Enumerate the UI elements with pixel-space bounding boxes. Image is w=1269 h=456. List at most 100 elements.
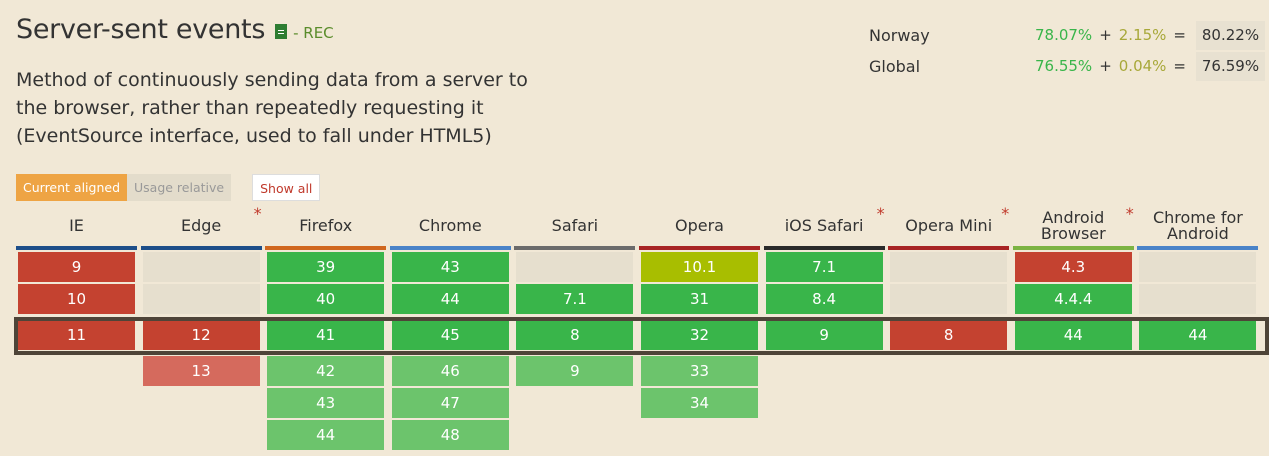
version-cell-past[interactable] [142,284,260,314]
feature-title[interactable]: Server-sent events [16,14,266,45]
browser-name: Android Browser * [1013,204,1134,244]
version-cell-past[interactable] [1139,252,1257,282]
usage-total: 76.59% [1196,51,1265,81]
browser-name: Edge * [141,204,262,244]
version-cell-past[interactable]: 10.1 [641,252,758,282]
equals-sign: = [1173,26,1186,44]
equals-sign: = [1173,57,1186,75]
usage-total: 80.22% [1196,20,1265,50]
version-cell-current[interactable]: 12 [142,320,260,350]
usage-values: 78.07% + 2.15% = 80.22% [1019,20,1265,50]
usage-relative-button[interactable]: Usage relative [127,174,232,201]
view-toggles: Current aligned Usage relative Show all [16,174,321,201]
show-all-button[interactable]: Show all [252,174,321,201]
plus-sign: + [1099,26,1112,44]
note-asterisk-icon[interactable]: * [1125,204,1134,223]
browser-color-bar [16,246,137,250]
browser-name: Opera Mini * [888,204,1010,244]
version-cell-past[interactable]: 7.1 [765,252,883,282]
usage-partial: 0.04% [1118,57,1167,75]
browser-column: Opera Mini * 8 [888,204,1010,448]
version-cell-future[interactable]: 46 [391,356,509,386]
version-cell-future[interactable]: 33 [641,356,758,386]
plus-sign: + [1099,57,1112,75]
usage-values: 76.55% + 0.04% = 76.59% [1019,51,1265,81]
current-aligned-button[interactable]: Current aligned [16,174,128,201]
version-cell-current[interactable]: 32 [641,320,758,350]
browser-name: Opera [639,208,760,244]
version-cell-past[interactable] [890,284,1008,314]
version-cell-past[interactable]: 8.4 [765,284,883,314]
version-cell-future[interactable]: 42 [267,356,385,386]
version-cell-past[interactable] [890,252,1008,282]
browser-label: Chrome [418,216,482,235]
browser-color-bar [1137,246,1259,250]
browser-name: Chrome for Android [1137,208,1258,244]
note-asterisk-icon[interactable]: * [876,204,885,223]
version-cell-current[interactable]: 11 [18,320,135,350]
version-cell-future[interactable]: 48 [391,420,509,450]
browser-label: Safari [551,216,599,235]
usage-full: 76.55% [1034,57,1093,75]
version-cell-past[interactable] [1139,284,1257,314]
browser-label: Chrome for Android [1152,208,1243,243]
browser-label: IE [69,216,84,235]
version-cell-past[interactable] [142,252,260,282]
version-cell-past[interactable]: 4.4.4 [1014,284,1132,314]
version-cell-past[interactable]: 44 [391,284,509,314]
usage-stats: Norway 78.07% + 2.15% = 80.22% Global 76… [869,20,1265,82]
version-cell-future[interactable]: 34 [641,388,758,418]
browser-name: Safari [514,208,635,244]
browser-color-bar [140,246,262,250]
version-cell-past[interactable]: 9 [18,252,135,282]
usage-row-global: Global 76.55% + 0.04% = 76.59% [869,51,1265,81]
version-cell-past[interactable]: 40 [267,284,385,314]
browser-color-bar [763,246,885,250]
version-cell-future[interactable]: 47 [391,388,509,418]
browser-label: Opera Mini [905,216,993,235]
version-cell-past[interactable]: 10 [18,284,135,314]
browser-column: Opera 10.1 31 32 33 34 [639,208,760,448]
browser-name: Chrome [390,208,511,244]
browser-column: Android Browser * 4.3 4.4.4 44 [1012,204,1134,448]
version-cell-past[interactable] [516,252,634,282]
browser-label: Opera [675,216,724,235]
version-cell-current[interactable]: 44 [1014,320,1132,350]
version-cell-past[interactable]: 39 [267,252,385,282]
version-cell-current[interactable]: 9 [765,320,883,350]
version-cell-past[interactable]: 7.1 [516,284,634,314]
version-cell-past[interactable]: 31 [641,284,758,314]
version-cell-past[interactable]: 43 [391,252,509,282]
version-cell-current[interactable]: 8 [516,320,634,350]
usage-full: 78.07% [1034,26,1093,44]
browser-column: Safari 7.1 8 9 [514,208,636,448]
browser-column: Firefox 39 40 41 42 43 44 [265,208,387,450]
spec-status[interactable]: - REC [293,24,334,42]
note-asterisk-icon[interactable]: * [1001,204,1010,223]
usage-region: Norway [869,25,930,45]
browser-color-bar [389,246,511,250]
version-cell-current[interactable]: 8 [890,320,1008,350]
version-cell-future[interactable]: 9 [516,356,634,386]
browser-column: Chrome 43 44 45 46 47 48 [389,208,511,450]
version-cell-current[interactable]: 45 [391,320,509,350]
version-cell-current[interactable]: 44 [1139,320,1257,350]
browser-color-bar [514,246,636,250]
feature-header: Server-sent events - REC [16,14,334,45]
usage-row-norway: Norway 78.07% + 2.15% = 80.22% [869,20,1265,50]
browser-column: Chrome for Android 44 [1137,208,1259,448]
version-cell-future[interactable]: 43 [267,388,385,418]
browser-color-bar [1012,246,1134,250]
version-cell-future[interactable]: 44 [267,420,385,450]
browser-color-bar [888,246,1010,250]
feature-description: Method of continuously sending data from… [16,69,528,147]
browser-color-bar [265,246,387,250]
version-cell-past[interactable]: 4.3 [1014,252,1132,282]
browser-name: IE [16,208,137,244]
spec-document-icon[interactable] [275,24,288,39]
note-asterisk-icon[interactable]: * [253,204,262,223]
version-cell-current[interactable]: 41 [267,320,385,350]
browser-column: IE 9 10 11 [16,208,137,448]
version-cell-future[interactable]: 13 [142,356,260,386]
